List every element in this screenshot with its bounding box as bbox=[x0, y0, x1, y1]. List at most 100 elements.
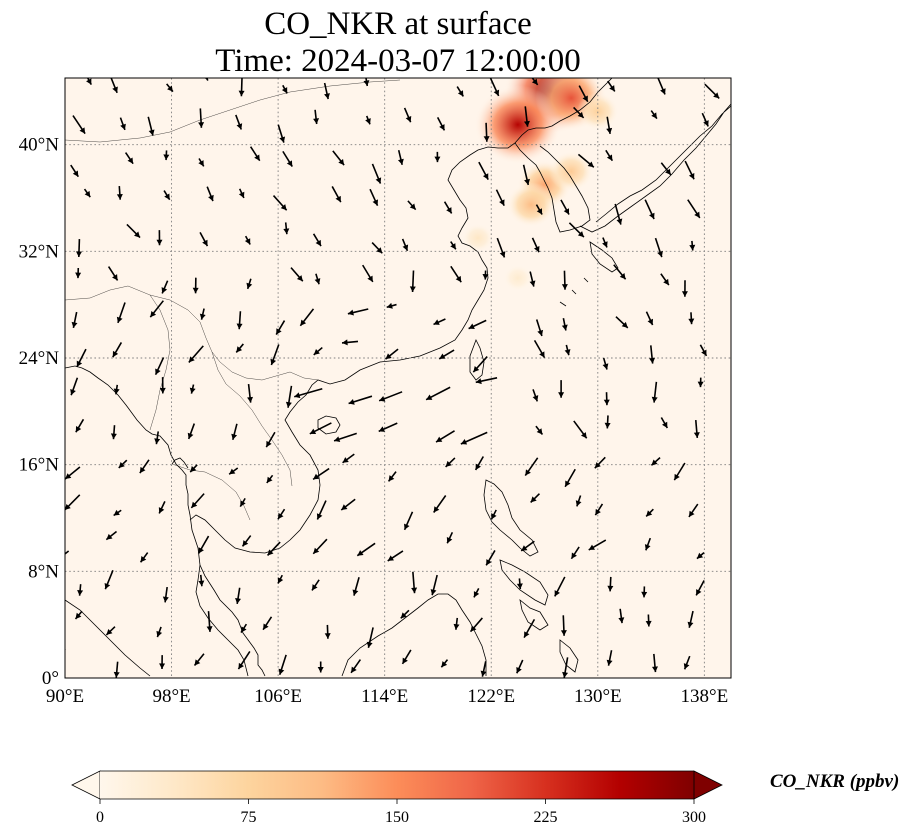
wind-arrow bbox=[333, 432, 357, 443]
wind-arrow bbox=[156, 626, 163, 638]
wind-arrow bbox=[313, 109, 320, 125]
wind-arrow bbox=[193, 653, 205, 667]
wind-arrow bbox=[560, 199, 570, 215]
wind-arrow bbox=[189, 464, 198, 473]
wind-arrow bbox=[561, 318, 568, 331]
wind-arrow bbox=[192, 277, 199, 294]
wind-arrow bbox=[385, 348, 399, 360]
map-frame bbox=[64, 77, 732, 679]
wind-arrow bbox=[110, 425, 117, 440]
wind-arrow bbox=[65, 494, 81, 511]
wind-arrow bbox=[683, 655, 691, 670]
wind-arrow bbox=[704, 83, 720, 99]
wind-arrow bbox=[397, 150, 404, 165]
wind-arrow bbox=[651, 381, 658, 403]
wind-arrow bbox=[482, 270, 489, 280]
wind-arrow bbox=[684, 160, 695, 180]
wind-arrow bbox=[105, 626, 116, 636]
wind-arrow bbox=[281, 84, 288, 94]
wind-arrow bbox=[72, 115, 86, 135]
wind-arrow bbox=[687, 610, 694, 628]
wind-arrow bbox=[645, 614, 652, 627]
wind-arrow bbox=[317, 661, 324, 673]
wind-arrow bbox=[613, 264, 627, 280]
wind-arrow bbox=[75, 418, 85, 433]
wind-arrow bbox=[231, 423, 238, 440]
wind-arrow bbox=[65, 466, 81, 480]
wind-arrow bbox=[568, 222, 585, 238]
wind-arrow bbox=[446, 531, 454, 544]
wind-arrow bbox=[198, 108, 205, 128]
thailand-cambodia-border bbox=[171, 463, 251, 521]
wind-arrow bbox=[607, 576, 614, 592]
longitude-tick-label: 130°E bbox=[574, 686, 622, 707]
wind-arrow bbox=[558, 380, 565, 398]
wind-arrow bbox=[474, 456, 485, 471]
wind-arrow bbox=[316, 500, 327, 520]
wind-arrow bbox=[387, 550, 404, 562]
map-panel bbox=[64, 77, 732, 679]
wind-arrow bbox=[149, 300, 164, 318]
wind-arrow bbox=[118, 459, 128, 469]
wind-arrow bbox=[190, 493, 205, 509]
wind-arrow bbox=[347, 308, 369, 316]
colorbar-ticks: 0 75 150 225 300 bbox=[96, 799, 706, 826]
wind-arrow bbox=[104, 570, 114, 590]
longitude-tick-label: 106°E bbox=[254, 686, 302, 707]
wind-arrow bbox=[247, 383, 254, 403]
wind-arrow bbox=[701, 112, 709, 127]
longitude-tick-label: 138°E bbox=[681, 686, 729, 707]
wind-arrow bbox=[119, 117, 126, 131]
myanmar-india-border bbox=[65, 285, 171, 431]
colorbar: 0 75 150 225 300 bbox=[71, 770, 723, 826]
colorbar-extend-max bbox=[693, 770, 723, 800]
wind-arrow bbox=[348, 395, 373, 405]
wind-arrow bbox=[124, 152, 134, 165]
wind-arrow bbox=[450, 241, 457, 250]
wind-arrow bbox=[430, 574, 438, 596]
wind-arrow bbox=[602, 237, 608, 248]
wind-arrow bbox=[615, 316, 629, 329]
wind-arrow bbox=[533, 339, 546, 359]
wind-arrow bbox=[235, 114, 243, 130]
wind-arrow bbox=[105, 530, 118, 541]
wind-arrow bbox=[70, 164, 79, 178]
wind-arrow bbox=[489, 78, 500, 97]
wind-arrow bbox=[262, 616, 273, 631]
wind-arrow bbox=[403, 107, 412, 123]
wind-arrow bbox=[282, 150, 293, 168]
wind-arrow bbox=[323, 82, 330, 100]
korea-coastline bbox=[514, 142, 591, 233]
concentration-hotspot bbox=[548, 151, 594, 192]
wind-arrow bbox=[433, 318, 446, 326]
wind-arrow bbox=[371, 241, 383, 254]
colorbar-tick-label: 225 bbox=[534, 809, 558, 826]
wind-arrow bbox=[673, 462, 686, 481]
wind-arrow bbox=[401, 649, 412, 665]
laos-vietnam-border bbox=[211, 351, 293, 487]
wind-arrow bbox=[529, 271, 536, 287]
wind-arrow bbox=[460, 431, 488, 445]
wind-arrow bbox=[693, 420, 700, 438]
wind-arrow bbox=[270, 344, 280, 366]
wind-arrow bbox=[65, 550, 70, 555]
wind-arrow bbox=[438, 349, 455, 360]
wind-arrow bbox=[83, 188, 91, 198]
wind-arrow bbox=[578, 85, 589, 103]
wind-arrow bbox=[75, 267, 82, 279]
wind-arrow bbox=[604, 415, 611, 429]
latitude-tick-label: 16°N bbox=[19, 455, 60, 476]
wind-arrow bbox=[206, 186, 214, 202]
wind-arrow bbox=[516, 578, 523, 590]
wind-arrow bbox=[350, 659, 362, 674]
wind-arrow bbox=[341, 339, 359, 346]
wind-arrow bbox=[265, 431, 276, 448]
colorbar-gradient bbox=[100, 771, 694, 799]
philippines-south-coastline bbox=[499, 559, 549, 631]
wind-arrow bbox=[523, 106, 530, 127]
wind-arrow bbox=[277, 574, 284, 584]
wind-arrow bbox=[365, 115, 371, 125]
latitude-labels: 0° 8°N 16°N 24°N 32°N 40°N bbox=[19, 135, 60, 689]
wind-arrow bbox=[523, 618, 536, 638]
wind-arrow bbox=[411, 78, 412, 79]
